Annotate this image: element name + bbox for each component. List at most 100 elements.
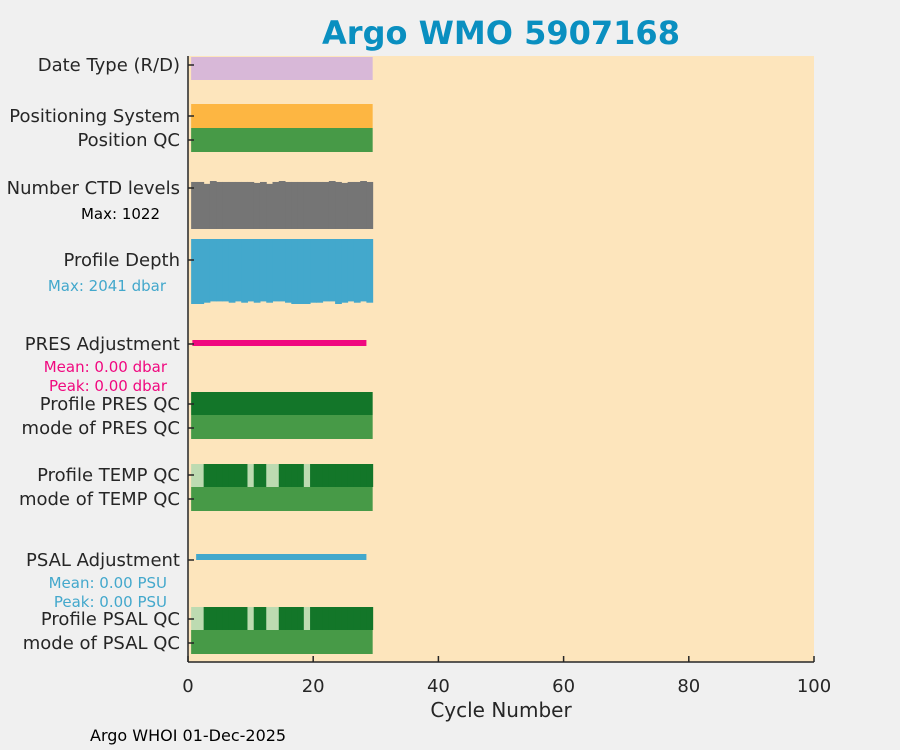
- ctd-levels-bar: [191, 181, 198, 229]
- ctd-levels-bar: [297, 181, 305, 229]
- ctd-levels-bar: [322, 181, 330, 229]
- row-label-profile-pres-qc: Profile PRES QC: [40, 394, 180, 415]
- x-tick-label: 60: [552, 676, 575, 697]
- profile-depth-bar: [285, 239, 292, 303]
- profile-depth-bar: [197, 239, 205, 304]
- row-label-pres-adj: PRES Adjustment: [25, 334, 180, 355]
- row-label-date-type: Date Type (R/D): [38, 55, 180, 76]
- profile-temp-qc-bar: [203, 464, 211, 487]
- ctd-levels-bar: [222, 181, 230, 229]
- profile-psal-qc-bar: [366, 607, 374, 630]
- row-label-profile-temp-qc: Profile TEMP QC: [37, 465, 180, 486]
- profile-temp-qc-bar: [278, 464, 286, 487]
- profile-psal-qc-bar: [203, 607, 211, 630]
- ctd-levels-bar: [310, 181, 317, 229]
- profile-temp-qc-bar: [366, 464, 374, 487]
- profile-depth-bar: [360, 239, 367, 302]
- ctd-levels-bar: [335, 181, 342, 229]
- position-qc-bar: [191, 128, 373, 152]
- profile-psal-qc-bar: [272, 607, 280, 630]
- mode-temp-qc-bar: [191, 487, 373, 511]
- ctd-levels-bar: [259, 181, 267, 229]
- row-label-mode-temp-qc: mode of TEMP QC: [19, 489, 180, 510]
- mode-psal-qc-bar: [191, 630, 373, 654]
- profile-temp-qc-bar: [291, 464, 299, 487]
- ctd-levels-bar: [366, 181, 374, 229]
- profile-depth-bar: [228, 239, 236, 303]
- ctd-levels-bar: [353, 181, 361, 229]
- profile-temp-qc-bar: [228, 464, 236, 487]
- row-label-mode-psal-qc: mode of PSAL QC: [23, 633, 180, 654]
- ctd-levels-bar: [347, 181, 355, 229]
- profile-temp-qc-bar: [335, 464, 342, 487]
- plot-background: [188, 56, 814, 662]
- chart-title: Argo WMO 5907168: [322, 14, 680, 52]
- profile-psal-qc-bar: [316, 607, 324, 630]
- row-label-position-qc: Position QC: [77, 130, 180, 151]
- profile-depth-bar: [316, 239, 324, 303]
- profile-depth-bar: [347, 239, 355, 302]
- profile-temp-qc-bar: [322, 464, 330, 487]
- profile-depth-bar: [191, 239, 198, 304]
- ctd-levels-bar: [209, 181, 217, 229]
- ctd-levels-bar: [303, 181, 311, 229]
- profile-depth-bar: [278, 239, 286, 302]
- ctd-levels-bar: [241, 181, 248, 229]
- profile-temp-qc-bar: [216, 464, 223, 487]
- row-label-psal-adj: PSAL Adjustment: [26, 550, 180, 571]
- profile-depth-bar: [272, 239, 280, 302]
- profile-temp-qc-bar: [328, 464, 336, 487]
- row-label-pres-peak: Peak: 0.00 dbar: [49, 377, 168, 395]
- profile-psal-qc-bar: [191, 607, 198, 630]
- profile-temp-qc-bar: [353, 464, 361, 487]
- profile-psal-qc-bar: [247, 607, 255, 630]
- x-tick-label: 20: [302, 676, 325, 697]
- profile-depth-bar: [253, 239, 261, 303]
- profile-temp-qc-bar: [222, 464, 230, 487]
- profile-temp-qc-bar: [316, 464, 324, 487]
- profile-temp-qc-bar: [347, 464, 355, 487]
- ctd-levels-bar: [203, 183, 211, 229]
- profile-psal-qc-bar: [228, 607, 236, 630]
- profile-depth-bar: [297, 239, 305, 304]
- ctd-levels-bar: [253, 182, 261, 229]
- profile-temp-qc-bar: [197, 464, 205, 487]
- profile-psal-qc-bar: [266, 607, 274, 630]
- profile-depth-bar: [366, 239, 374, 303]
- x-tick-label: 100: [797, 676, 831, 697]
- profile-psal-qc-bar: [303, 607, 311, 630]
- profile-temp-qc-bar: [241, 464, 248, 487]
- ctd-levels-bar: [197, 181, 205, 229]
- profile-psal-qc-bar: [259, 607, 267, 630]
- ctd-levels-bar: [360, 181, 367, 229]
- row-label-psal-mean: Mean: 0.00 PSU: [49, 574, 167, 592]
- profile-psal-qc-bar: [328, 607, 336, 630]
- profile-depth-bar: [328, 239, 336, 302]
- x-tick-label: 40: [427, 676, 450, 697]
- profile-depth-bar: [322, 239, 330, 302]
- profile-depth-bar: [335, 239, 342, 304]
- row-label-mode-pres-qc: mode of PRES QC: [22, 418, 180, 439]
- profile-psal-qc-bar: [209, 607, 217, 630]
- profile-depth-bar: [310, 239, 317, 303]
- profile-psal-qc-bar: [335, 607, 342, 630]
- row-label-pres-mean: Mean: 0.00 dbar: [44, 358, 168, 376]
- profile-depth-bar: [209, 239, 217, 302]
- profile-psal-qc-bar: [278, 607, 286, 630]
- ctd-levels-bar: [285, 181, 292, 229]
- profile-temp-qc-bar: [341, 464, 349, 487]
- ctd-levels-bar: [316, 181, 324, 229]
- profile-depth-bar: [259, 239, 267, 302]
- profile-depth-bar: [341, 239, 349, 303]
- profile-depth-bar: [353, 239, 361, 303]
- profile-temp-qc-bar: [209, 464, 217, 487]
- profile-psal-qc-bar: [297, 607, 305, 630]
- profile-temp-qc-bar: [272, 464, 280, 487]
- row-label-ctd-levels: Number CTD levels: [7, 178, 180, 199]
- profile-temp-qc-bar: [266, 464, 274, 487]
- profile-psal-qc-bar: [234, 607, 242, 630]
- profile-psal-qc-bar: [322, 607, 330, 630]
- ctd-levels-bar: [266, 183, 274, 229]
- profile-temp-qc-bar: [191, 464, 198, 487]
